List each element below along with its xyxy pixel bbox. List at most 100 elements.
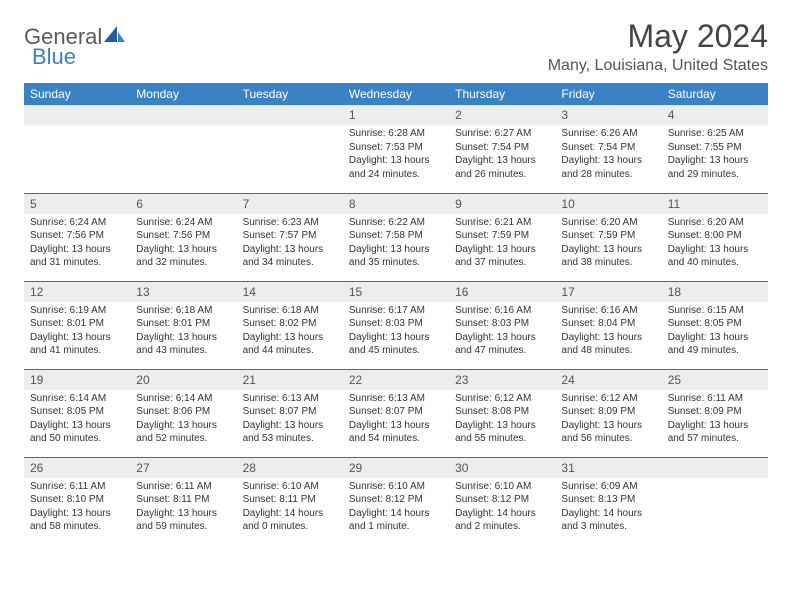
sunset-line: Sunset: 7:55 PM xyxy=(668,141,762,155)
daylight-line: Daylight: 14 hours and 2 minutes. xyxy=(455,507,549,534)
daylight-line: Daylight: 13 hours and 50 minutes. xyxy=(30,419,124,446)
calendar-cell: 7Sunrise: 6:23 AMSunset: 7:57 PMDaylight… xyxy=(237,193,343,281)
daylight-line: Daylight: 13 hours and 55 minutes. xyxy=(455,419,549,446)
day-details: Sunrise: 6:11 AMSunset: 8:10 PMDaylight:… xyxy=(24,478,130,538)
day-number: 7 xyxy=(237,194,343,214)
sunrise-line: Sunrise: 6:15 AM xyxy=(668,304,762,318)
day-number: 4 xyxy=(662,105,768,125)
calendar-cell: 18Sunrise: 6:15 AMSunset: 8:05 PMDayligh… xyxy=(662,281,768,369)
calendar-cell: 3Sunrise: 6:26 AMSunset: 7:54 PMDaylight… xyxy=(555,105,661,193)
sunrise-line: Sunrise: 6:12 AM xyxy=(455,392,549,406)
day-details: Sunrise: 6:20 AMSunset: 7:59 PMDaylight:… xyxy=(555,214,661,274)
day-number: 21 xyxy=(237,370,343,390)
day-number: 18 xyxy=(662,282,768,302)
day-number: 30 xyxy=(449,458,555,478)
sunrise-line: Sunrise: 6:12 AM xyxy=(561,392,655,406)
calendar-cell: 1Sunrise: 6:28 AMSunset: 7:53 PMDaylight… xyxy=(343,105,449,193)
sunset-line: Sunset: 8:01 PM xyxy=(136,317,230,331)
day-number: 31 xyxy=(555,458,661,478)
weekday-header: Thursday xyxy=(449,83,555,105)
day-number: 6 xyxy=(130,194,236,214)
sunrise-line: Sunrise: 6:28 AM xyxy=(349,127,443,141)
calendar-cell: 23Sunrise: 6:12 AMSunset: 8:08 PMDayligh… xyxy=(449,369,555,457)
sunrise-line: Sunrise: 6:13 AM xyxy=(349,392,443,406)
calendar-cell: 17Sunrise: 6:16 AMSunset: 8:04 PMDayligh… xyxy=(555,281,661,369)
sunset-line: Sunset: 8:09 PM xyxy=(561,405,655,419)
sunset-line: Sunset: 8:02 PM xyxy=(243,317,337,331)
day-number: 12 xyxy=(24,282,130,302)
daylight-line: Daylight: 14 hours and 0 minutes. xyxy=(243,507,337,534)
day-number: 1 xyxy=(343,105,449,125)
sunset-line: Sunset: 8:09 PM xyxy=(668,405,762,419)
sunrise-line: Sunrise: 6:24 AM xyxy=(136,216,230,230)
day-details: Sunrise: 6:09 AMSunset: 8:13 PMDaylight:… xyxy=(555,478,661,538)
calendar-table: SundayMondayTuesdayWednesdayThursdayFrid… xyxy=(24,83,768,545)
day-number: 28 xyxy=(237,458,343,478)
sunset-line: Sunset: 7:53 PM xyxy=(349,141,443,155)
day-number: 20 xyxy=(130,370,236,390)
day-details: Sunrise: 6:14 AMSunset: 8:06 PMDaylight:… xyxy=(130,390,236,450)
sunset-line: Sunset: 7:59 PM xyxy=(455,229,549,243)
day-number: 3 xyxy=(555,105,661,125)
daylight-line: Daylight: 13 hours and 49 minutes. xyxy=(668,331,762,358)
weekday-header: Wednesday xyxy=(343,83,449,105)
daylight-line: Daylight: 13 hours and 57 minutes. xyxy=(668,419,762,446)
calendar-cell: 2Sunrise: 6:27 AMSunset: 7:54 PMDaylight… xyxy=(449,105,555,193)
day-number: 8 xyxy=(343,194,449,214)
sunrise-line: Sunrise: 6:11 AM xyxy=(668,392,762,406)
day-number: 24 xyxy=(555,370,661,390)
sunrise-line: Sunrise: 6:21 AM xyxy=(455,216,549,230)
calendar-cell: 28 Sunrise: 6:10 AMSunset: 8:11 PMDayligh… xyxy=(237,457,343,545)
calendar-cell: 24Sunrise: 6:12 AMSunset: 8:09 PMDayligh… xyxy=(555,369,661,457)
calendar-cell: 29Sunrise: 6:10 AMSunset: 8:12 PMDayligh… xyxy=(343,457,449,545)
daylight-line: Daylight: 13 hours and 29 minutes. xyxy=(668,154,762,181)
daylight-line: Daylight: 13 hours and 41 minutes. xyxy=(30,331,124,358)
day-details: Sunrise: 6:26 AMSunset: 7:54 PMDaylight:… xyxy=(555,125,661,185)
sunset-line: Sunset: 8:00 PM xyxy=(668,229,762,243)
daylight-line: Daylight: 13 hours and 54 minutes. xyxy=(349,419,443,446)
calendar-cell: 10Sunrise: 6:20 AMSunset: 7:59 PMDayligh… xyxy=(555,193,661,281)
daylight-line: Daylight: 13 hours and 34 minutes. xyxy=(243,243,337,270)
sunrise-line: Sunrise: 6:10 AM xyxy=(455,480,549,494)
sunrise-line: Sunrise: 6:11 AM xyxy=(136,480,230,494)
day-details: Sunrise: 6:13 AMSunset: 8:07 PMDaylight:… xyxy=(237,390,343,450)
day-details: Sunrise: 6:24 AMSunset: 7:56 PMDaylight:… xyxy=(24,214,130,274)
day-number: 19 xyxy=(24,370,130,390)
day-number xyxy=(24,105,130,125)
sunset-line: Sunset: 7:54 PM xyxy=(561,141,655,155)
day-details: Sunrise: 6:18 AMSunset: 8:01 PMDaylight:… xyxy=(130,302,236,362)
calendar-week-row: 26Sunrise: 6:11 AMSunset: 8:10 PMDayligh… xyxy=(24,457,768,545)
calendar-cell: 16Sunrise: 6:16 AMSunset: 8:03 PMDayligh… xyxy=(449,281,555,369)
calendar-cell: 4Sunrise: 6:25 AMSunset: 7:55 PMDaylight… xyxy=(662,105,768,193)
daylight-line: Daylight: 13 hours and 43 minutes. xyxy=(136,331,230,358)
sunrise-line: Sunrise: 6:19 AM xyxy=(30,304,124,318)
sunrise-line: Sunrise: 6:20 AM xyxy=(561,216,655,230)
calendar-cell: 25Sunrise: 6:11 AMSunset: 8:09 PMDayligh… xyxy=(662,369,768,457)
sunset-line: Sunset: 8:07 PM xyxy=(349,405,443,419)
sunset-line: Sunset: 8:11 PM xyxy=(243,493,337,507)
sunrise-line: Sunrise: 6:16 AM xyxy=(455,304,549,318)
day-number: 5 xyxy=(24,194,130,214)
header: General May 2024 Many, Louisiana, United… xyxy=(24,18,768,75)
sunrise-line: Sunrise: 6:27 AM xyxy=(455,127,549,141)
day-details: Sunrise: 6:10 AMSunset: 8:12 PMDaylight:… xyxy=(343,478,449,538)
daylight-line: Daylight: 13 hours and 44 minutes. xyxy=(243,331,337,358)
sunset-line: Sunset: 7:54 PM xyxy=(455,141,549,155)
weekday-header: Saturday xyxy=(662,83,768,105)
daylight-line: Daylight: 14 hours and 1 minute. xyxy=(349,507,443,534)
sunrise-line: Sunrise: 6:10 AM xyxy=(349,480,443,494)
day-details: Sunrise: 6:21 AMSunset: 7:59 PMDaylight:… xyxy=(449,214,555,274)
day-number: 23 xyxy=(449,370,555,390)
calendar-cell: 26Sunrise: 6:11 AMSunset: 8:10 PMDayligh… xyxy=(24,457,130,545)
logo-text-blue: Blue xyxy=(32,44,76,69)
sunrise-line: Sunrise: 6:10 AM xyxy=(243,480,337,494)
sunrise-line: Sunrise: 6:14 AM xyxy=(30,392,124,406)
calendar-cell: 15Sunrise: 6:17 AMSunset: 8:03 PMDayligh… xyxy=(343,281,449,369)
day-number xyxy=(662,458,768,478)
sunset-line: Sunset: 8:11 PM xyxy=(136,493,230,507)
day-details: Sunrise: 6:17 AMSunset: 8:03 PMDaylight:… xyxy=(343,302,449,362)
daylight-line: Daylight: 13 hours and 26 minutes. xyxy=(455,154,549,181)
day-details: Sunrise: 6:11 AMSunset: 8:11 PMDaylight:… xyxy=(130,478,236,538)
daylight-line: Daylight: 13 hours and 32 minutes. xyxy=(136,243,230,270)
calendar-cell: 8Sunrise: 6:22 AMSunset: 7:58 PMDaylight… xyxy=(343,193,449,281)
